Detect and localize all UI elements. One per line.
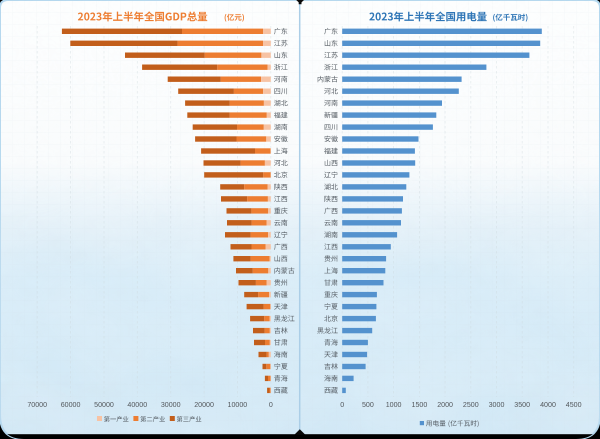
svg-text:0: 0 — [269, 401, 273, 409]
svg-text:10000: 10000 — [228, 401, 248, 409]
svg-text:30000: 30000 — [161, 401, 181, 409]
svg-text:0: 0 — [340, 401, 344, 409]
svg-text:60000: 60000 — [61, 401, 81, 409]
svg-text:1500: 1500 — [412, 401, 428, 409]
svg-text:2000: 2000 — [437, 401, 453, 409]
svg-text:40000: 40000 — [127, 401, 147, 409]
svg-text:3000: 3000 — [489, 401, 505, 409]
svg-text:20000: 20000 — [194, 401, 214, 409]
svg-text:50000: 50000 — [94, 401, 114, 409]
svg-text:4000: 4000 — [540, 401, 556, 409]
svg-text:1000: 1000 — [386, 401, 402, 409]
svg-text:2500: 2500 — [463, 401, 479, 409]
svg-text:500: 500 — [362, 401, 374, 409]
svg-text:70000: 70000 — [27, 401, 47, 409]
svg-text:3500: 3500 — [514, 401, 530, 409]
svg-text:4500: 4500 — [566, 401, 582, 409]
